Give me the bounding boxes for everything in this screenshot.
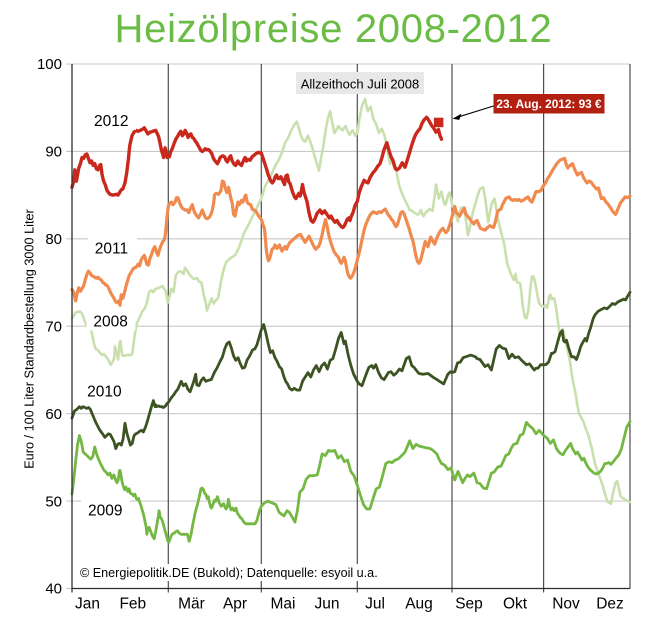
svg-text:2009: 2009 — [88, 503, 122, 520]
svg-text:Heizölpreise 2008-2012: Heizölpreise 2008-2012 — [115, 7, 553, 51]
svg-text:Allzeithoch Juli 2008: Allzeithoch Juli 2008 — [301, 77, 420, 92]
svg-text:23. Aug. 2012: 93 €: 23. Aug. 2012: 93 € — [496, 97, 602, 111]
svg-text:2012: 2012 — [94, 113, 128, 130]
svg-text:100: 100 — [37, 56, 62, 73]
svg-text:50: 50 — [45, 493, 62, 510]
svg-text:Jul: Jul — [365, 596, 385, 613]
svg-text:Jun: Jun — [315, 596, 340, 613]
svg-text:2008: 2008 — [93, 314, 127, 331]
svg-text:Nov: Nov — [552, 596, 580, 613]
svg-text:Aug: Aug — [405, 596, 433, 613]
svg-text:Mär: Mär — [178, 596, 205, 613]
svg-text:2010: 2010 — [87, 384, 122, 401]
svg-text:Mai: Mai — [271, 596, 296, 613]
svg-text:© Energiepolitik.DE (Bukold);: © Energiepolitik.DE (Bukold); Datenquell… — [80, 566, 378, 580]
svg-text:Dez: Dez — [596, 596, 624, 613]
svg-text:90: 90 — [45, 144, 62, 161]
svg-text:70: 70 — [45, 318, 62, 335]
svg-text:Jan: Jan — [75, 596, 100, 613]
svg-text:60: 60 — [45, 406, 62, 423]
svg-text:2011: 2011 — [95, 241, 128, 258]
svg-text:Euro / 100 Liter Standardbeste: Euro / 100 Liter Standardbestellung 3000… — [23, 208, 37, 468]
svg-text:Sep: Sep — [455, 596, 483, 613]
svg-text:Apr: Apr — [223, 596, 247, 613]
svg-text:Okt: Okt — [503, 596, 528, 613]
svg-text:40: 40 — [45, 581, 62, 598]
svg-text:80: 80 — [45, 231, 62, 248]
svg-text:Feb: Feb — [119, 596, 146, 613]
